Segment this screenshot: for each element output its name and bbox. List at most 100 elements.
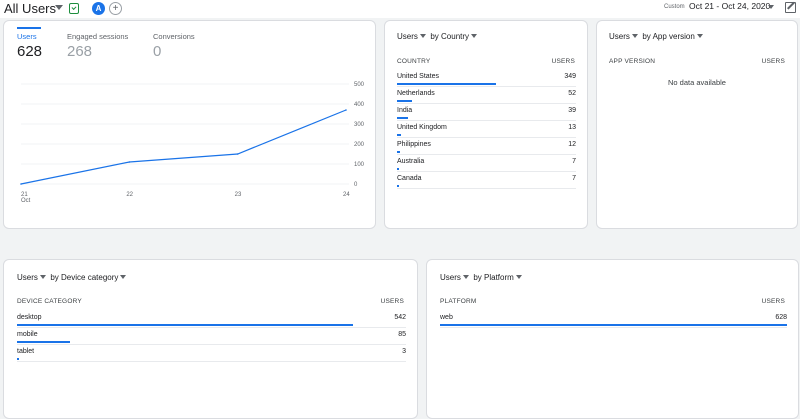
- platform-card-header[interactable]: Users by Platform: [440, 273, 522, 282]
- table-row[interactable]: Philippines 12: [397, 138, 576, 155]
- no-data-message: No data available: [668, 78, 726, 87]
- col-header-users: USERS: [380, 298, 404, 305]
- y-tick-label: 200: [354, 142, 365, 148]
- row-label: Netherlands: [397, 90, 435, 97]
- y-tick-label: 0: [354, 182, 358, 188]
- row-label: Philippines: [397, 141, 431, 148]
- share-bar: [397, 151, 401, 153]
- col-header-device: DEVICE CATEGORY: [17, 298, 82, 305]
- page-title[interactable]: All Users: [4, 1, 57, 16]
- row-value: 542: [394, 314, 406, 321]
- comparison-check-icon[interactable]: [69, 3, 79, 14]
- table-row[interactable]: tablet 3: [17, 345, 406, 362]
- share-bar: [397, 83, 497, 85]
- table-row[interactable]: desktop 542: [17, 311, 406, 328]
- row-value: 3: [402, 348, 406, 355]
- table-row[interactable]: web 628: [440, 311, 787, 328]
- table-row[interactable]: Canada 7: [397, 172, 576, 189]
- metric-selector[interactable]: Users: [17, 273, 38, 282]
- table-row[interactable]: Australia 7: [397, 155, 576, 172]
- y-tick-label: 300: [354, 122, 365, 128]
- x-tick-sublabel: Oct: [21, 198, 31, 204]
- data-point: [345, 109, 347, 111]
- row-value: 628: [775, 314, 787, 321]
- metric-users-label[interactable]: Users: [17, 32, 37, 41]
- share-bar: [17, 358, 20, 360]
- device-card-header[interactable]: Users by Device category: [17, 273, 127, 282]
- row-label: desktop: [17, 314, 42, 321]
- metric-selector[interactable]: Users: [397, 32, 418, 41]
- row-value: 12: [568, 141, 576, 148]
- row-value: 349: [564, 73, 576, 80]
- metric-caret-icon[interactable]: [462, 275, 469, 280]
- metric-users-value: 628: [17, 43, 43, 60]
- dimension-caret-icon[interactable]: [120, 275, 127, 280]
- y-tick-label: 100: [354, 162, 365, 168]
- series-line: [20, 109, 347, 185]
- metric-caret-icon[interactable]: [419, 34, 426, 39]
- metric-caret-icon[interactable]: [631, 34, 638, 39]
- date-range-picker[interactable]: Oct 21 - Oct 24, 2020: [689, 1, 771, 11]
- share-bar: [397, 168, 399, 170]
- data-point: [128, 161, 131, 163]
- share-bar: [397, 117, 409, 119]
- dimension-selector[interactable]: by Country: [430, 32, 470, 41]
- metric-caret-icon[interactable]: [39, 275, 46, 280]
- row-value: 39: [568, 107, 576, 114]
- metric-engaged-value: 268: [67, 43, 93, 60]
- y-tick-label: 500: [354, 82, 365, 88]
- metric-selector[interactable]: Users: [440, 273, 461, 282]
- data-point: [236, 153, 239, 155]
- date-caret-icon[interactable]: [768, 5, 774, 9]
- metric-engaged-label[interactable]: Engaged sessions: [67, 32, 129, 41]
- comparison-avatar[interactable]: A: [92, 2, 105, 15]
- col-header-platform: PLATFORM: [440, 298, 477, 305]
- table-row[interactable]: India 39: [397, 104, 576, 121]
- table-row[interactable]: mobile 85: [17, 328, 406, 345]
- table-row[interactable]: United Kingdom 13: [397, 121, 576, 138]
- dimension-selector[interactable]: by Platform: [473, 273, 514, 282]
- table-row[interactable]: Netherlands 52: [397, 87, 576, 104]
- x-tick-label: 23: [235, 192, 242, 198]
- col-header-app-version: APP VERSION: [609, 58, 656, 65]
- x-tick-label: 22: [126, 192, 133, 198]
- row-label: Canada: [397, 175, 422, 182]
- chevron-down-icon[interactable]: [55, 5, 63, 10]
- col-header-users: USERS: [761, 298, 785, 305]
- table-row[interactable]: United States 349: [397, 70, 576, 87]
- metric-conversions-value: 0: [153, 43, 162, 60]
- metric-selector[interactable]: Users: [609, 32, 630, 41]
- row-value: 7: [572, 175, 576, 182]
- row-label: United States: [397, 73, 440, 80]
- share-bar: [17, 341, 70, 343]
- app-version-card: Users by App version APP VERSION USERS N…: [596, 20, 798, 229]
- metric-conversions-label[interactable]: Conversions: [153, 32, 195, 41]
- customize-report-icon[interactable]: [785, 2, 796, 13]
- x-tick-label: 21: [21, 192, 28, 198]
- custom-label: Custom: [664, 4, 685, 10]
- dimension-caret-icon[interactable]: [696, 34, 703, 39]
- row-label: United Kingdom: [397, 124, 447, 131]
- row-label: tablet: [17, 348, 35, 355]
- dimension-caret-icon[interactable]: [515, 275, 522, 280]
- dimension-selector[interactable]: by Device category: [50, 273, 119, 282]
- country-card-header[interactable]: Users by Country: [397, 32, 478, 41]
- platform-card: Users by Platform PLATFORM USERS web 628: [426, 259, 799, 419]
- country-card: Users by Country COUNTRY USERS United St…: [384, 20, 588, 229]
- row-label: mobile: [17, 331, 38, 338]
- device-card: Users by Device category DEVICE CATEGORY…: [3, 259, 418, 419]
- add-comparison-button[interactable]: +: [109, 2, 122, 15]
- share-bar: [440, 324, 787, 326]
- row-label: India: [397, 107, 413, 114]
- share-bar: [17, 324, 353, 326]
- dimension-selector[interactable]: by App version: [642, 32, 695, 41]
- row-value: 7: [572, 158, 576, 165]
- app-version-card-header[interactable]: Users by App version: [609, 32, 703, 41]
- x-tick-label: 24: [343, 192, 350, 198]
- row-label: web: [440, 314, 453, 321]
- dimension-caret-icon[interactable]: [471, 34, 478, 39]
- top-bar: All Users A + Custom Oct 21 - Oct 24, 20…: [0, 0, 800, 18]
- row-value: 52: [568, 90, 576, 97]
- col-header-users: USERS: [761, 58, 785, 65]
- share-bar: [397, 185, 399, 187]
